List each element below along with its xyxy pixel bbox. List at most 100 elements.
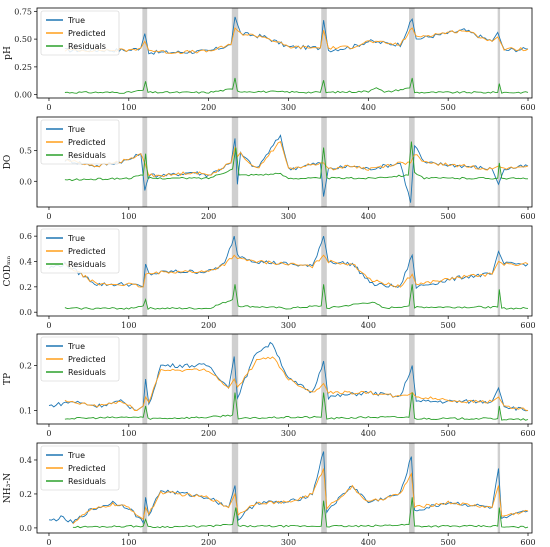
shaded-band — [231, 226, 239, 316]
shaded-band — [497, 226, 501, 316]
shaded-band — [409, 117, 415, 207]
legend-label-true: True — [67, 342, 85, 351]
plot-frame — [36, 116, 533, 208]
x-tick-label: 200 — [201, 321, 216, 330]
y-tick-label: 0.50 — [14, 35, 32, 44]
x-tick-label: 600 — [520, 321, 535, 330]
shaded-band — [142, 334, 148, 424]
x-tick-label: 300 — [281, 103, 296, 112]
x-tick-label: 0 — [46, 212, 51, 221]
x-tick-label: 400 — [361, 103, 376, 112]
y-tick-label: 0.25 — [14, 63, 32, 72]
series-line-predicted — [72, 468, 529, 525]
x-tick-label: 100 — [121, 429, 136, 438]
y-tick-label: 0.6 — [19, 232, 32, 241]
legend-label-predicted: Predicted — [68, 464, 106, 473]
shaded-band — [321, 117, 327, 207]
series-line-true — [48, 451, 529, 525]
legend: True Predicted Residuals — [40, 119, 120, 165]
shaded-band — [321, 334, 327, 424]
legend-box — [40, 228, 120, 274]
shaded-band — [321, 8, 327, 98]
x-tick-label: 0 — [46, 321, 51, 330]
legend-label-predicted: Predicted — [68, 29, 106, 38]
x-tick-label: 300 — [281, 538, 296, 547]
shaded-band — [497, 117, 501, 207]
legend-box — [40, 119, 120, 165]
panel-nh3-n: 0 100 200 300 400 500 600 0.0 0.2 0.4 NH₃-N True Pre… — [3, 442, 536, 547]
x-tick-label: 300 — [281, 321, 296, 330]
shaded-band — [231, 117, 239, 207]
legend: True Predicted Residuals — [40, 228, 120, 274]
legend-label-residuals: Residuals — [68, 477, 106, 486]
shaded-band — [321, 443, 327, 533]
x-tick-label: 600 — [520, 429, 535, 438]
x-tick-label: 200 — [201, 538, 216, 547]
legend-box — [40, 10, 120, 56]
x-tick-label: 500 — [441, 103, 456, 112]
y-tick-label: 0.00 — [14, 91, 32, 100]
series-line-true — [64, 16, 529, 55]
y-tick-label: 0.0 — [19, 308, 32, 317]
panel-ph: 0 100 200 300 400 500 600 0.00 0.25 0.50 0.75 pH Tru… — [3, 7, 536, 112]
plot-frame — [36, 7, 533, 99]
legend-box — [40, 336, 120, 382]
shaded-band — [321, 226, 327, 316]
series-line-residuals — [64, 392, 529, 421]
series-line-true — [48, 235, 529, 290]
y-tick-label: 0.2 — [19, 490, 32, 499]
y-axis-label: CODₘₙ — [3, 255, 13, 286]
y-tick-label: 0.75 — [14, 7, 32, 16]
x-tick-label: 600 — [520, 103, 535, 112]
x-tick-label: 400 — [361, 429, 376, 438]
plot-frame — [36, 442, 533, 534]
x-tick-label: 600 — [520, 538, 535, 547]
x-tick-label: 0 — [46, 538, 51, 547]
x-tick-label: 100 — [121, 538, 136, 547]
x-tick-label: 300 — [281, 212, 296, 221]
x-tick-label: 300 — [281, 429, 296, 438]
x-tick-label: 400 — [361, 321, 376, 330]
legend: True Predicted Residuals — [40, 10, 120, 56]
y-axis-label: TP — [3, 373, 13, 385]
legend-label-predicted: Predicted — [68, 355, 106, 364]
shaded-band — [409, 8, 415, 98]
y-tick-label: 0.4 — [19, 456, 32, 465]
plot-frame — [36, 225, 533, 317]
y-tick-label: 0.5 — [19, 147, 32, 156]
series-line-predicted — [64, 356, 529, 411]
series-line-residuals — [72, 497, 529, 529]
legend-label-residuals: Residuals — [68, 151, 106, 160]
x-tick-label: 400 — [361, 538, 376, 547]
legend-label-residuals: Residuals — [68, 368, 106, 377]
x-tick-label: 500 — [441, 321, 456, 330]
y-tick-label: 0.2 — [19, 283, 32, 292]
series-line-residuals — [64, 77, 529, 94]
y-tick-label: 0.1 — [19, 407, 32, 416]
panel-codmn: 0 100 200 300 400 500 600 0.0 0.2 0.4 0.6 CODₘₙ True… — [3, 225, 536, 330]
plot-frame — [36, 333, 533, 425]
x-tick-label: 200 — [201, 103, 216, 112]
legend: True Predicted Residuals — [40, 445, 120, 491]
panel-tp: 0 100 200 300 400 500 600 0.1 0.2 TP True Predicted… — [3, 333, 536, 438]
legend-label-true: True — [67, 16, 85, 25]
shaded-band — [497, 334, 501, 424]
series-line-true — [48, 341, 529, 412]
shaded-band — [409, 443, 415, 533]
series-line-predicted — [64, 27, 529, 55]
y-tick-label: 0.0 — [19, 524, 32, 533]
shaded-band — [231, 8, 239, 98]
y-tick-label: 0.2 — [19, 362, 32, 371]
x-tick-label: 200 — [201, 212, 216, 221]
y-tick-label: 0.4 — [19, 257, 32, 266]
y-axis-label: NH₃-N — [3, 473, 13, 503]
x-tick-label: 600 — [520, 212, 535, 221]
x-tick-label: 0 — [46, 429, 51, 438]
y-tick-label: 0.0 — [19, 177, 32, 186]
x-tick-label: 500 — [441, 538, 456, 547]
series-line-predicted — [64, 254, 529, 288]
legend-box — [40, 445, 120, 491]
x-tick-label: 200 — [201, 429, 216, 438]
shaded-band — [409, 334, 415, 424]
